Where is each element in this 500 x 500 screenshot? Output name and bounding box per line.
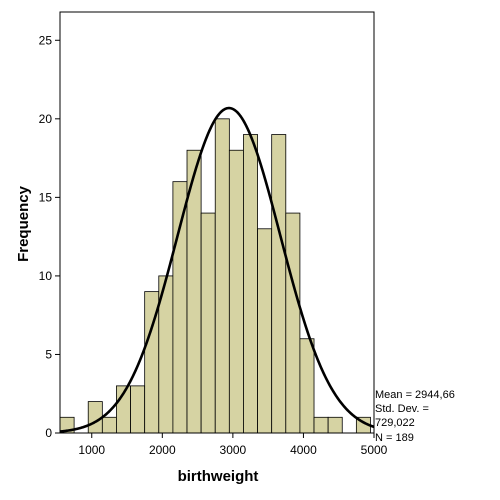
histogram-bar (285, 212, 301, 434)
y-tick-label: 0 (45, 426, 52, 440)
histogram-bar (257, 228, 273, 434)
y-axis: 0 5 10 15 20 25 (39, 33, 60, 440)
y-tick-label: 20 (39, 112, 53, 126)
histogram-bar (172, 181, 188, 434)
y-tick-label: 15 (39, 190, 53, 204)
histogram-bar (299, 338, 315, 434)
x-tick-label: 4000 (290, 443, 317, 457)
y-tick-label: 5 (45, 347, 52, 361)
histogram-bar (228, 149, 244, 434)
y-axis-title: Frequency (15, 185, 32, 262)
normal-curve (59, 106, 375, 433)
histogram-bar (200, 212, 216, 434)
x-axis-title: birthweight (178, 468, 259, 485)
stats-n: N = 189 (375, 432, 414, 444)
stats-sd-value: 729,022 (375, 417, 415, 429)
histogram-bar (271, 134, 287, 434)
x-tick-label: 1000 (78, 443, 105, 457)
histogram-bar (313, 416, 329, 434)
histogram-bar (214, 118, 230, 434)
histogram-bar (101, 416, 117, 434)
x-axis: 1000 2000 3000 4000 5000 (78, 433, 388, 457)
x-tick-label: 5000 (361, 443, 388, 457)
stats-sd-label: Std. Dev. = (375, 403, 429, 415)
statistics-legend: Mean = 2944,66 Std. Dev. = 729,022 N = 1… (375, 389, 455, 444)
stats-mean: Mean = 2944,66 (375, 389, 455, 401)
histogram-bar (130, 385, 146, 434)
y-tick-label: 10 (39, 269, 53, 283)
histogram-bar (327, 416, 343, 434)
x-tick-label: 2000 (149, 443, 176, 457)
plot-frame (59, 11, 375, 434)
histogram-bar (243, 134, 258, 434)
x-tick-label: 3000 (220, 443, 247, 457)
y-tick-label: 25 (39, 33, 53, 47)
